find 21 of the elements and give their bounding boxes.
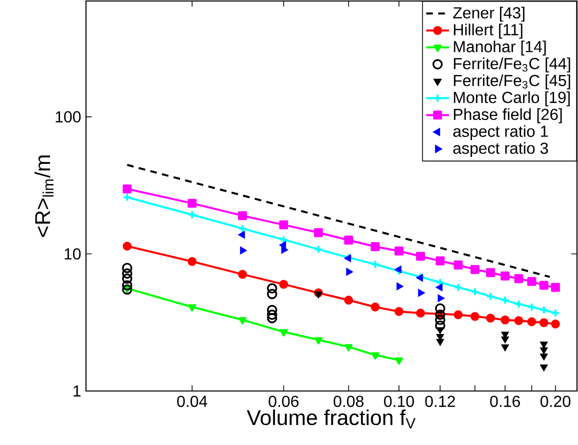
x-tick-label: 0.04: [177, 396, 208, 408]
x-axis-title: Volume fraction f$_{V}$: [246, 410, 416, 428]
legend-label: aspect ratio 3: [453, 142, 548, 158]
legend-label: Phase field [26]: [454, 108, 562, 124]
x-tick-label: 0.16: [490, 396, 520, 408]
x-tick-label: 0.10: [384, 396, 414, 408]
y-tick-label: 10: [64, 248, 81, 260]
legend-label: Ferrite/Fe$_{3}$C [45]: [454, 74, 570, 90]
legend-label: aspect ratio 1: [453, 125, 548, 140]
y-tick-label: 100: [56, 111, 81, 122]
legend-label: Ferrite/Fe$_{3}$C [44]: [454, 58, 570, 72]
legend-label: Monte Carlo [19]: [454, 91, 570, 106]
legend-label: Manohar [14]: [454, 40, 546, 56]
x-tick-label: 0.08: [334, 396, 364, 408]
x-tick-label: 0.20: [540, 396, 570, 408]
legend-label: Zener [43]: [453, 6, 524, 22]
legend-label: Hillert [11]: [454, 24, 522, 39]
y-axis-title: <R>$_{lim}$/m: [34, 156, 54, 237]
x-tick-label: 0.06: [268, 396, 299, 408]
x-tick-label: 0.12: [425, 396, 455, 408]
y-tick-label: 1: [74, 385, 80, 396]
